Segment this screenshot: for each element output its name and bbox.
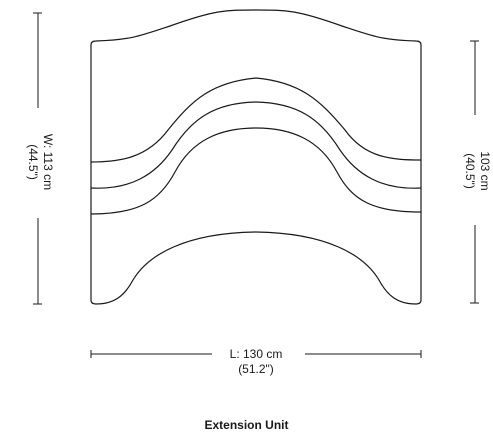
bottom-piece-outline	[90, 211, 422, 305]
width-dimension-imperial: (44.5")	[26, 144, 40, 180]
length-dimension-imperial: (51.2")	[238, 362, 274, 376]
width-dimension-label: W: 113 cm	[41, 134, 55, 190]
length-dimension-label: L: 130 cm	[230, 347, 283, 361]
depth-dimension-imperial: (40.5")	[463, 153, 477, 189]
width-dimension: W: 113 cm (44.5")	[26, 12, 55, 305]
caption: Extension Unit	[204, 418, 289, 432]
top-piece-outline	[90, 9, 422, 163]
depth-dimension: 103 cm (40.5")	[463, 40, 492, 304]
middle-arc-inner	[90, 127, 422, 215]
depth-dimension-label: 103 cm	[478, 151, 492, 190]
length-dimension: L: 130 cm (51.2")	[90, 347, 422, 376]
middle-arc-outer	[90, 101, 422, 189]
